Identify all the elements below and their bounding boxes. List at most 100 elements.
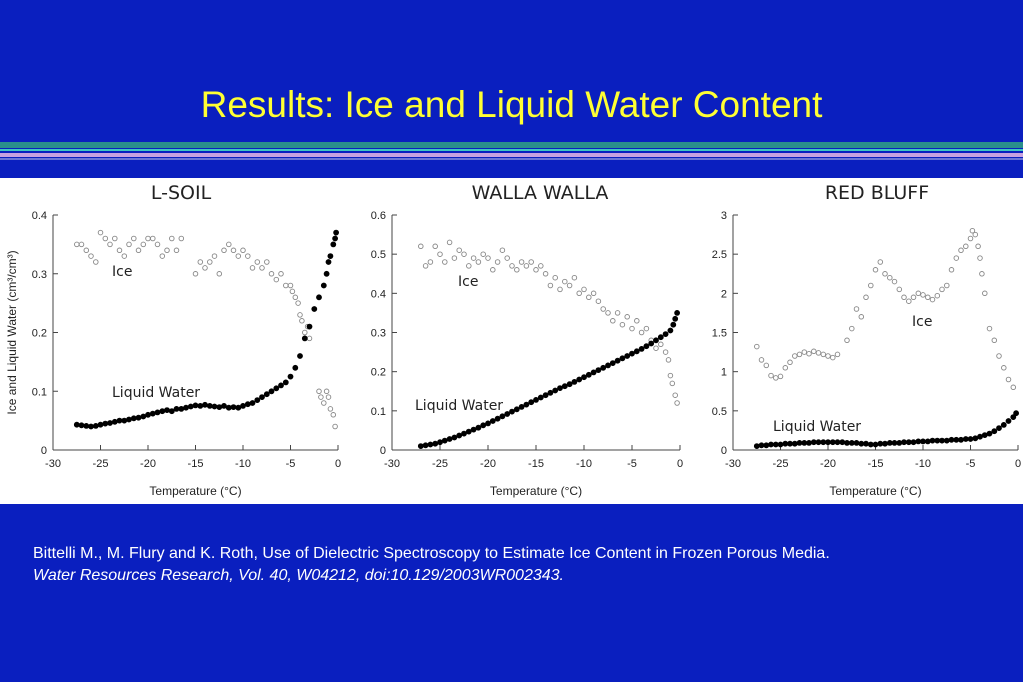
liquid-water-point	[116, 417, 123, 424]
liquid-water-point	[585, 371, 592, 378]
liquid-water-point	[609, 360, 616, 366]
ice-point	[825, 353, 831, 359]
ice-point	[140, 241, 147, 248]
liquid-water-point	[929, 437, 936, 444]
liquid-water-point	[187, 403, 194, 410]
ice-point	[977, 255, 983, 261]
ice-point	[674, 400, 680, 406]
ice-point	[758, 357, 765, 363]
liquid-water-point	[273, 385, 280, 392]
citation: Bittelli M., M. Flury and K. Roth, Use o…	[33, 543, 863, 587]
liquid-water-point	[480, 422, 487, 429]
y-tick-label: 0.3	[32, 269, 47, 281]
liquid-water-point	[168, 408, 175, 415]
ice-point	[872, 267, 879, 273]
ice-point	[192, 271, 199, 277]
liquid-water-point	[323, 270, 330, 277]
ice-point	[801, 349, 808, 355]
ice-point	[958, 247, 964, 254]
ice-point	[910, 294, 917, 301]
liquid-water-point	[446, 436, 453, 442]
x-tick-label: -20	[480, 458, 496, 470]
liquid-water-point	[653, 337, 659, 344]
ice-point	[135, 247, 142, 254]
ice-point	[245, 253, 251, 259]
title-divider-cyan	[0, 149, 1023, 151]
liquid-water-point	[244, 401, 251, 408]
liquid-water-point	[958, 436, 964, 443]
liquid-water-point	[327, 253, 334, 259]
ice-point	[979, 271, 985, 277]
x-tick-label: 0	[677, 458, 683, 470]
ice-point	[811, 348, 817, 355]
ice-point	[432, 243, 438, 250]
liquid-water-point	[97, 421, 104, 428]
liquid-water-point	[259, 394, 265, 400]
ice-point	[614, 310, 621, 316]
ice-point	[264, 259, 270, 265]
liquid-water-point	[154, 409, 161, 416]
x-axis-label: Temperature (°C)	[829, 484, 921, 498]
liquid-water-point	[159, 408, 166, 415]
ice-point	[207, 259, 213, 265]
ice-point	[844, 337, 850, 344]
ice-point	[102, 235, 109, 242]
liquid-water-point	[432, 440, 439, 447]
liquid-water-point	[758, 442, 765, 449]
ice-series-label: Ice	[912, 314, 932, 330]
y-tick-label: 3	[721, 210, 727, 222]
liquid-water-point	[111, 418, 118, 425]
liquid-water-point	[533, 396, 539, 403]
liquid-water-point	[316, 294, 322, 301]
liquid-water-point	[306, 323, 313, 330]
y-tick-label: 0.1	[371, 406, 386, 418]
ice-series-label: Ice	[458, 274, 478, 290]
x-tick-label: -5	[286, 458, 296, 470]
liquid-water-point	[670, 321, 677, 328]
ice-point	[325, 394, 332, 400]
liquid-water-point	[422, 442, 429, 449]
ice-point	[882, 271, 888, 277]
liquid-water-point	[566, 381, 573, 388]
x-axis-label: Temperature (°C)	[149, 484, 241, 498]
liquid-water-point	[943, 437, 950, 444]
slide-title: Results: Ice and Liquid Water Content	[200, 84, 823, 125]
ice-point	[672, 392, 678, 398]
ice-point	[427, 259, 434, 265]
ice-point	[590, 290, 597, 297]
ice-point	[88, 253, 94, 259]
ice-point	[877, 259, 884, 265]
liquid-water-point	[853, 439, 860, 446]
ice-point	[518, 259, 525, 265]
ice-point	[249, 265, 256, 271]
ice-point	[658, 341, 664, 348]
liquid-water-point	[92, 422, 99, 429]
liquid-water-point	[333, 229, 339, 236]
chart-title: WALLA WALLA	[472, 182, 609, 204]
ice-point	[600, 306, 606, 312]
liquid-water-point	[263, 391, 270, 398]
x-tick-label: -30	[384, 458, 400, 470]
liquid-water-point	[437, 439, 443, 446]
ice-point	[967, 235, 974, 242]
liquid-water-point	[891, 439, 898, 446]
ice-point	[925, 294, 931, 301]
liquid-water-point	[619, 355, 626, 362]
liquid-water-point	[753, 443, 760, 449]
liquid-water-point	[107, 420, 113, 426]
ice-point	[662, 349, 669, 355]
x-tick-label: -10	[576, 458, 592, 470]
ice-point	[806, 350, 812, 357]
ice-point	[581, 286, 587, 293]
ice-point	[154, 241, 161, 248]
ice-point	[610, 318, 616, 324]
liquid-water-point	[254, 397, 261, 403]
liquid-water-point	[456, 432, 463, 439]
ice-point	[150, 235, 156, 242]
ice-point	[830, 354, 836, 361]
liquid-water-series-label: Liquid Water	[773, 419, 861, 435]
liquid-water-point	[216, 404, 223, 410]
ice-point	[485, 255, 491, 261]
y-tick-label: 0.1	[32, 386, 47, 398]
ice-point	[418, 243, 424, 250]
